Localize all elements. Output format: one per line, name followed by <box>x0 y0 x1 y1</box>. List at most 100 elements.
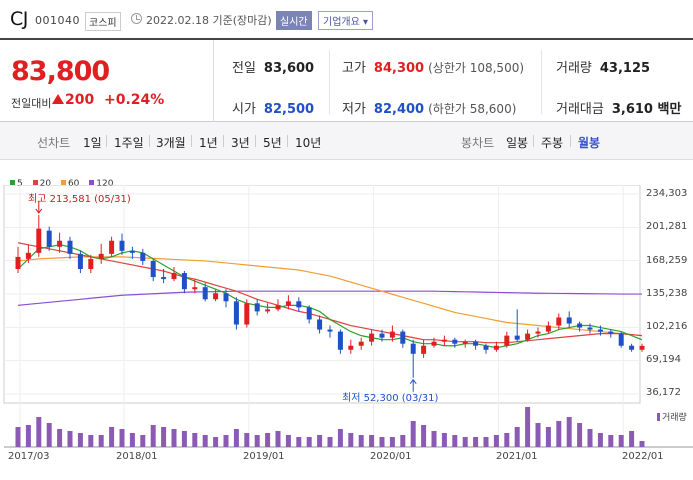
candle-body <box>379 333 385 338</box>
legend-ma120: 120 <box>89 179 113 189</box>
candle-body <box>514 335 520 340</box>
change-amount: 200 <box>65 92 95 108</box>
volume-bar <box>525 407 531 447</box>
candle-body <box>462 341 468 344</box>
candle-daily[interactable]: 일봉 <box>506 136 529 150</box>
volume-bar <box>254 435 260 447</box>
candle-body <box>535 331 541 334</box>
divider <box>541 50 542 114</box>
candle-body <box>57 240 63 247</box>
volume-bar <box>327 437 333 447</box>
volume-bar <box>556 421 562 447</box>
change-label: 전일대비 <box>11 97 52 110</box>
period-1w[interactable]: 1주일 <box>114 136 144 150</box>
x-tick: 2019/01 <box>243 451 285 462</box>
corp-overview-dropdown[interactable]: 기업개요 ▾ <box>318 11 373 30</box>
candle-body <box>254 303 260 312</box>
x-tick: 2021/01 <box>496 451 538 462</box>
volume-bar <box>608 435 614 447</box>
candle-weekly[interactable]: 주봉 <box>541 136 564 150</box>
candle-body <box>608 331 614 334</box>
volume-bar <box>431 431 437 447</box>
volume-bar <box>348 433 354 447</box>
x-tick: 2022/01 <box>622 451 664 462</box>
divider <box>329 50 330 114</box>
volume-bar <box>462 437 468 447</box>
volume-bar <box>577 423 583 447</box>
volume-bar <box>150 425 156 447</box>
candle-body <box>597 329 603 332</box>
ma60-line <box>17 256 643 337</box>
candle-body <box>98 253 104 259</box>
candle-body <box>306 307 312 320</box>
stat-prev: 전일 83,600 <box>232 61 315 76</box>
volume-bar <box>504 433 510 447</box>
candle-body <box>504 335 510 346</box>
volume-bar <box>119 429 125 447</box>
volume-bar <box>545 427 551 447</box>
volume-bar <box>493 435 499 447</box>
volume-bar <box>296 437 302 447</box>
current-price: 83,800 <box>11 56 110 87</box>
candle-body <box>213 293 219 300</box>
period-1d[interactable]: 1일 <box>83 136 102 150</box>
volume-bar <box>535 423 541 447</box>
volume-bar <box>202 435 208 447</box>
candle-body <box>327 329 333 332</box>
candle-body <box>77 253 83 270</box>
y-tick: 135,238 <box>646 288 688 299</box>
candle-body <box>285 301 291 306</box>
stat-high: 고가 84,300 (상한가 108,500) <box>342 61 525 76</box>
candle-body <box>46 230 52 247</box>
candle-body <box>109 240 115 254</box>
candle-body <box>140 252 146 261</box>
period-5y[interactable]: 5년 <box>263 136 282 150</box>
candle-body <box>233 301 239 325</box>
high-arrow-head <box>35 208 43 214</box>
stat-open: 시가 82,500 <box>232 102 315 117</box>
volume-bar <box>389 437 395 447</box>
volume-bar <box>473 437 479 447</box>
volume-bar <box>379 437 385 447</box>
market-badge: 코스피 <box>85 12 121 31</box>
volume-bar <box>275 431 281 447</box>
y-tick: 36,172 <box>646 387 681 398</box>
candle-body <box>223 293 229 302</box>
candle-body <box>483 345 489 350</box>
candle-body <box>525 333 531 340</box>
candle-body <box>150 260 156 278</box>
period-10y[interactable]: 10년 <box>295 136 322 150</box>
volume-bar <box>597 433 603 447</box>
volume-bar <box>36 417 42 447</box>
volume-bar <box>192 433 198 447</box>
volume-bar <box>265 433 271 447</box>
volume-bar <box>410 421 416 447</box>
period-bar: 선차트 1일 1주일 3개월 1년 3년 5년 10년 봉차트 일봉 주봉 월봉 <box>0 122 693 160</box>
realtime-button[interactable]: 실시간 <box>276 11 312 30</box>
candle-monthly[interactable]: 월봉 <box>578 136 601 150</box>
volume-bar <box>181 431 187 447</box>
period-3y[interactable]: 3년 <box>231 136 250 150</box>
candle-body <box>441 339 447 342</box>
volume-bar <box>67 431 73 447</box>
volume-bar <box>514 427 520 447</box>
candle-body <box>348 345 354 350</box>
period-1y[interactable]: 1년 <box>199 136 218 150</box>
volume-bar <box>57 429 63 447</box>
candle-body <box>629 345 635 350</box>
candlestick-chart[interactable] <box>0 185 693 450</box>
company-name: CJ <box>10 8 28 30</box>
volume-bar <box>233 429 239 447</box>
low-annotation: 최저 52,300 (03/31) <box>342 393 439 404</box>
volume-bar <box>285 435 291 447</box>
y-tick: 234,303 <box>646 188 688 199</box>
candle-body <box>545 325 551 332</box>
volume-bar <box>46 423 52 447</box>
period-3m[interactable]: 3개월 <box>156 136 186 150</box>
candle-body <box>36 228 42 253</box>
stock-code: 001040 <box>35 14 80 27</box>
candle-body <box>639 345 645 350</box>
candle-body <box>317 319 323 330</box>
y-tick: 168,259 <box>646 255 688 266</box>
candle-body <box>566 317 572 324</box>
